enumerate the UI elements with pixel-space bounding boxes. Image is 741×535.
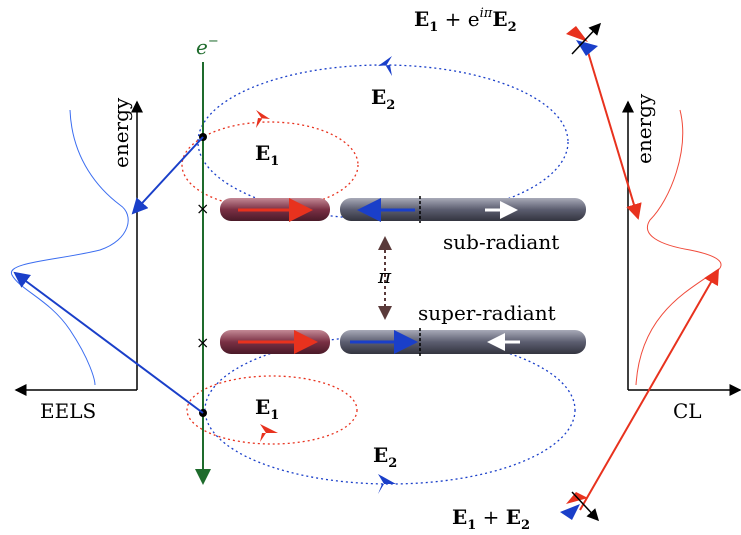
- field-label: E1: [255, 395, 279, 423]
- cross-mark: ×: [196, 199, 209, 218]
- symbol: E: [373, 443, 388, 467]
- operator: + e: [438, 7, 479, 31]
- field-label: E2: [373, 443, 397, 471]
- sum-label: E1 + E2: [452, 505, 530, 533]
- subscript: 1: [467, 518, 476, 533]
- field-label: E1: [255, 141, 279, 169]
- electron-beam: × ×: [196, 62, 209, 483]
- subscript: 1: [270, 408, 279, 423]
- subscript: 2: [508, 20, 517, 35]
- electron-label: e−: [196, 34, 219, 59]
- mode-label: super-radiant: [418, 301, 556, 325]
- subscript: 2: [388, 456, 397, 471]
- symbol: E: [506, 505, 521, 529]
- symbol: E: [255, 141, 270, 165]
- polarization-markers: [560, 24, 600, 520]
- superscript: iπ: [480, 6, 493, 21]
- symbol: E: [255, 395, 270, 419]
- loop-arrows: [256, 56, 396, 494]
- subscript: 2: [521, 518, 530, 533]
- symbol: e: [196, 35, 208, 59]
- axis-label: energy: [632, 93, 656, 164]
- phase-label: π: [377, 264, 392, 288]
- superscript: −: [208, 34, 219, 49]
- nanorods: [220, 196, 586, 356]
- symbol: E: [414, 7, 429, 31]
- symbol: E: [452, 505, 467, 529]
- operator: +: [476, 505, 505, 529]
- sum-label: E1 + eiπE2: [414, 6, 517, 35]
- diagram: × × e− E2 E1 E1 E2 sub-radiant π super-r…: [0, 0, 741, 535]
- plot-label: CL: [673, 399, 702, 423]
- subscript: 2: [386, 98, 395, 113]
- field-label: E2: [371, 85, 395, 113]
- subscript: 1: [270, 154, 279, 169]
- mode-label: sub-radiant: [443, 230, 559, 254]
- axis-label: energy: [109, 97, 133, 168]
- plot-label: EELS: [40, 399, 96, 423]
- cross-mark: ×: [196, 333, 209, 352]
- cl-plot: [580, 52, 740, 510]
- eels-plot: [11, 102, 203, 413]
- subscript: 1: [429, 20, 438, 35]
- symbol: E: [492, 7, 507, 31]
- symbol: E: [371, 85, 386, 109]
